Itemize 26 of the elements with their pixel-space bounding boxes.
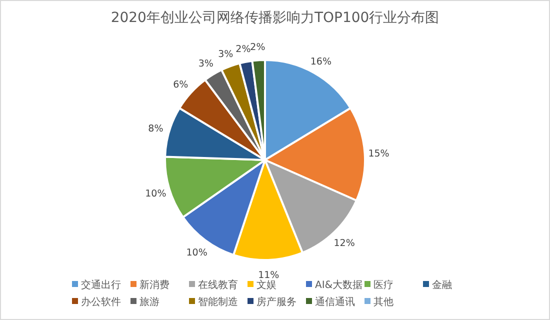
data-label: 8% <box>148 124 164 135</box>
data-label: 11% <box>258 270 280 281</box>
data-label: 10% <box>186 247 208 258</box>
legend-label: 办公软件 <box>81 296 121 308</box>
data-label: 16% <box>310 56 332 68</box>
legend-label: 新消费 <box>140 279 170 291</box>
legend-label: AI&大数据 <box>315 279 363 291</box>
legend-label: 金融 <box>432 279 452 291</box>
chart-title: 2020年创业公司网络传播影响力TOP100行业分布图 <box>110 10 440 26</box>
legend-label: 智能制造 <box>198 296 238 308</box>
data-label: 3% <box>198 58 214 70</box>
legend-label: 旅游 <box>140 296 160 308</box>
legend-label: 文娱 <box>256 279 276 291</box>
legend-label: 医疗 <box>374 279 394 291</box>
data-label: 6% <box>173 79 188 90</box>
data-label: 3% <box>218 49 234 60</box>
data-label: 12% <box>334 238 355 249</box>
data-label: 2% <box>236 44 251 56</box>
data-label: 2% <box>250 42 266 54</box>
legend-label: 在线教育 <box>198 279 238 291</box>
legend-label: 房产服务 <box>256 296 296 308</box>
data-label: 15% <box>368 148 390 160</box>
data-label: 10% <box>145 188 166 200</box>
legend-label: 交通出行 <box>81 279 121 291</box>
legend-label: 通信通讯 <box>315 296 355 308</box>
legend-label: 其他 <box>374 296 394 308</box>
